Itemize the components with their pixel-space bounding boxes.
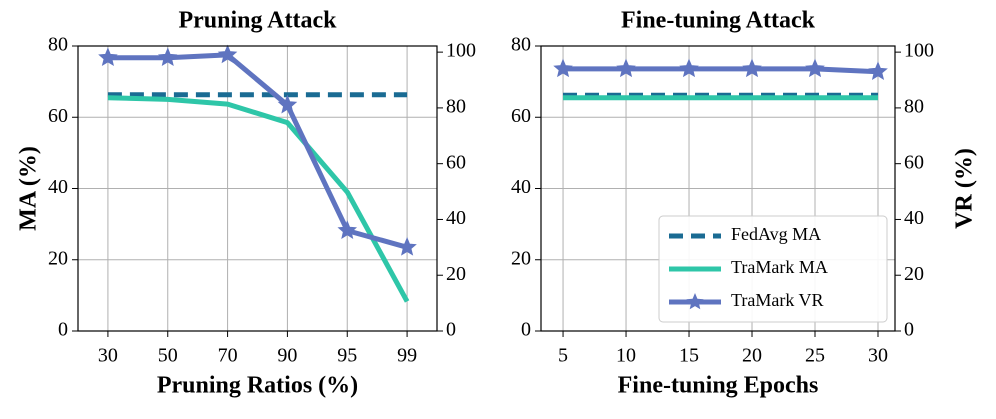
y-tick-label: 20 <box>511 247 531 269</box>
y-tick-label: 40 <box>511 176 531 198</box>
y2-tick-label: 40 <box>446 207 466 229</box>
y2-tick-label: 60 <box>446 151 466 173</box>
x-axis-label: Pruning Ratios (%) <box>157 373 358 399</box>
x-tick-label: 20 <box>742 345 762 367</box>
x-tick-label: 5 <box>558 345 568 367</box>
marker <box>337 220 358 239</box>
y2-tick-label: 20 <box>904 263 924 285</box>
y2-tick-label: 100 <box>446 40 476 62</box>
marker <box>679 58 699 78</box>
y2-tick-label: 100 <box>904 40 934 62</box>
y-tick-label: 40 <box>48 176 68 198</box>
marker <box>742 58 762 78</box>
y2-tick-label: 0 <box>904 319 914 341</box>
series-line <box>107 52 408 250</box>
legend-label: TraMark MA <box>731 257 828 277</box>
y2-tick-label: 80 <box>446 96 466 118</box>
x-tick-label: 10 <box>616 345 636 367</box>
legend-box <box>658 215 888 323</box>
y-tick-label: 0 <box>58 319 68 341</box>
marker <box>98 47 118 67</box>
y2-tick-label: 20 <box>446 263 466 285</box>
marker <box>553 58 573 78</box>
chart-title: Fine-tuning Attack <box>621 8 816 34</box>
y-tick-label: 0 <box>521 319 531 341</box>
y2-tick-label: 40 <box>904 207 924 229</box>
series-line <box>107 95 410 303</box>
y2-tick-label: 60 <box>904 151 924 173</box>
legend-marker <box>686 293 704 310</box>
y-tick-label: 80 <box>48 34 68 56</box>
plot-frame <box>540 45 896 332</box>
plot-frame <box>77 45 438 332</box>
x-tick-label: 30 <box>868 345 888 367</box>
x-tick-label: 90 <box>277 345 297 367</box>
marker <box>157 47 178 67</box>
legend-label: TraMark VR <box>731 290 824 310</box>
marker <box>805 58 825 78</box>
chart-title: Pruning Attack <box>178 8 337 34</box>
x-tick-label: 95 <box>337 345 357 367</box>
y-tick-label: 60 <box>48 105 68 127</box>
x-axis-label: Fine-tuning Epochs <box>618 373 819 399</box>
marker <box>616 58 636 78</box>
y2-tick-label: 80 <box>904 96 924 118</box>
legend: FedAvg MA TraMark MA TraMark VR <box>658 215 888 323</box>
x-tick-label: 30 <box>98 345 118 367</box>
legend-label: FedAvg MA <box>731 224 821 244</box>
marker <box>217 44 238 64</box>
marker <box>277 94 298 114</box>
y-tick-label: 20 <box>48 247 68 269</box>
x-tick-label: 70 <box>218 345 238 367</box>
y2-axis-label: VR (%) <box>952 148 978 229</box>
marker <box>868 61 888 80</box>
marker <box>397 236 417 256</box>
y2-tick-label: 0 <box>446 319 456 341</box>
y-axis-label: MA (%) <box>16 146 42 231</box>
x-tick-label: 50 <box>158 345 178 367</box>
x-tick-label: 25 <box>805 345 825 367</box>
y-tick-label: 60 <box>511 105 531 127</box>
x-tick-label: 15 <box>679 345 699 367</box>
y-tick-label: 80 <box>511 34 531 56</box>
series-line <box>563 66 879 75</box>
x-tick-label: 99 <box>397 345 417 367</box>
